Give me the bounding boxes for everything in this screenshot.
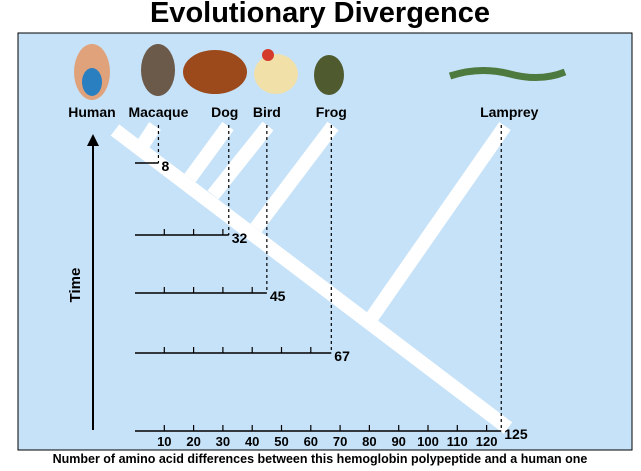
axis-tick-label: 30 [216, 434, 230, 449]
icons [74, 44, 567, 100]
species-label: Frog [316, 104, 347, 120]
caption: Number of amino acid differences between… [53, 452, 588, 466]
axis-tick-label: 100 [417, 434, 439, 449]
axis-tick-label: 50 [274, 434, 288, 449]
axis-tick-label: 40 [245, 434, 259, 449]
species-label: Bird [253, 104, 281, 120]
species-label: Macaque [128, 104, 188, 120]
species-label: Dog [211, 104, 238, 120]
difference-label: 45 [270, 288, 286, 304]
axis-tick-label: 110 [447, 434, 468, 449]
axis-tick-label: 20 [186, 434, 200, 449]
axis-tick-label: 120 [476, 434, 498, 449]
difference-label: 8 [161, 158, 169, 174]
difference-label: 32 [232, 230, 248, 246]
axis-tick-label: 10 [157, 434, 171, 449]
arrow-head [87, 134, 99, 146]
panel [17, 32, 633, 451]
species-label: Lamprey [480, 104, 539, 120]
species-label: Human [68, 104, 115, 120]
difference-label: 67 [334, 348, 350, 364]
axis-tick-label: 80 [362, 434, 376, 449]
axis-tick-label: 70 [333, 434, 347, 449]
y-axis-label: Time [67, 268, 84, 303]
axis-tick-label: 90 [391, 434, 405, 449]
difference-label: 125 [504, 426, 528, 442]
axis-tick-label: 60 [304, 434, 318, 449]
tree [110, 121, 513, 434]
title: Evolutionary Divergence [150, 0, 490, 29]
